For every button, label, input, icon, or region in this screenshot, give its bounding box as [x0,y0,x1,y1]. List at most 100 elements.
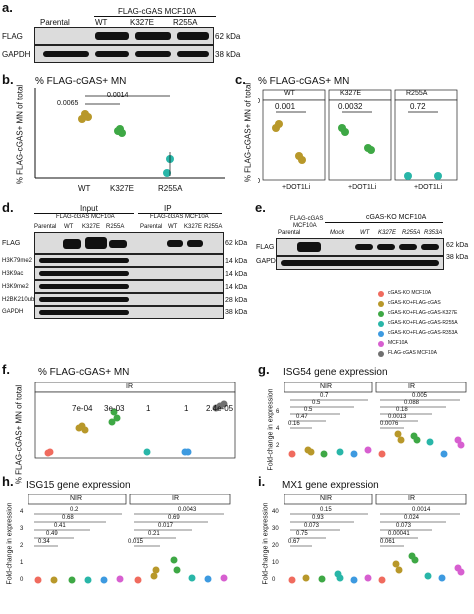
panel-f-plot [30,382,242,462]
kda-label: 14 kDa [225,271,247,278]
input-label: Input [80,204,98,213]
facet-strip: K327E [340,90,361,97]
facet-strip: IR [408,495,415,502]
kda-label: 38 kDa [225,309,247,316]
kda-label: 62 kDa [225,240,247,247]
facet-strip: NIR [320,495,332,502]
lane-label: Parental [278,230,300,236]
ytick: 4 [276,426,279,432]
lane-label: WT [360,230,369,236]
pts-k327e [114,125,126,137]
panel-b-label: b. [2,72,14,87]
pval: 0.024 [404,515,419,521]
pval: 0.7 [320,393,328,399]
kda-label: 14 kDa [225,258,247,265]
pval: 0.16 [288,421,300,427]
pval: 0.0043 [178,507,196,513]
row-label: H3K9ac [2,271,23,277]
lane-label: R255A [106,224,124,230]
lane-label: R255A [173,18,197,27]
ytick: 40 [272,509,279,515]
facet-strip: R255A [406,90,427,97]
xtick: +DOT1Li [348,184,376,191]
pval: 0.0013 [388,414,406,420]
lane-label: WT [168,224,177,230]
kda-label: 62 kDa [446,242,468,249]
pval: 1 [146,404,150,413]
pval: 0.21 [148,531,160,537]
svg-text:80: 80 [258,98,260,105]
pval: 0.72 [410,102,426,111]
pval: 0.34 [38,539,50,545]
pval: 1 [184,404,188,413]
panel-e-header: MCF10A [293,223,317,229]
pval: 0.41 [54,523,66,529]
pval: 7e-04 [72,404,92,413]
row-label: GAPDH [2,309,23,315]
pval: 0.5 [304,407,312,413]
pval: 0.49 [46,531,58,537]
lane-label: Parental [140,224,162,230]
pval: 0.2 [70,507,78,513]
xtick: +DOT1Li [414,184,442,191]
ytick: 3 [20,526,23,532]
panel-c-ylabel: % FLAG-cGAS+ MN of total [244,53,253,213]
ytick: 20 [272,543,279,549]
lane-label: Mock [330,230,344,236]
lane-label: WT [64,224,73,230]
pval: 2.4e-05 [206,404,233,413]
panel-i-plot [284,494,474,588]
xtick: K327E [110,184,134,193]
panel-g-plot [284,382,474,462]
lane-label: R255A [204,224,222,230]
pval: 0.015 [128,539,143,545]
svg-text:0: 0 [258,178,260,185]
kda-label: 62 kDa [215,32,240,41]
pval: 0.00041 [388,531,410,537]
xtick: +DOT1Li [282,184,310,191]
ytick: 2 [20,543,23,549]
pval: 0.68 [62,515,74,521]
lane-label: WT [95,18,107,27]
lane-label: R255A [402,230,420,236]
lane-label: K327E [82,224,100,230]
panel-b-title: % FLAG-cGAS+ MN [35,76,126,87]
panel-a-header: FLAG-cGAS MCF10A [118,7,196,16]
blot-d-h3k79me2 [34,254,224,267]
panel-e-header: cGAS-KO MCF10A [366,214,426,221]
panel-a-header-line [94,16,216,17]
facet-strip: IR [172,495,179,502]
lane-label: K327E [378,230,396,236]
lane-label: R353A [424,230,442,236]
panel-d-label: d. [2,200,14,215]
panel-h-ylabel: Fold-change in expression [7,474,14,614]
row-label: FLAG [2,32,23,41]
blot-d-flag [34,232,224,254]
blot-d-gapdh [34,306,224,319]
pval: 0.0014 [412,507,430,513]
pval: 0.005 [412,393,427,399]
blot-d-h2bk210ub [34,293,224,306]
pval: 0.93 [312,515,324,521]
panel-e-label: e. [255,200,266,215]
pval: 0.073 [304,523,319,529]
panel-g-title: ISG54 gene expression [283,367,388,378]
pval: 0.001 [275,102,295,111]
pval: 0.5 [312,400,320,406]
blot-d-h3k9ac [34,267,224,280]
row-label: FLAG [2,240,20,247]
pval: 0.69 [168,515,180,521]
panel-i-title: MX1 gene expression [282,480,379,491]
lane-label: Parental [34,224,56,230]
ytick: 4 [20,509,23,515]
panel-b-ylabel: % FLAG-cGAS+ MN of total [16,55,25,215]
kda-label: 38 kDa [446,254,468,261]
blot-e-flag [276,238,444,256]
panel-h-title: ISG15 gene expression [26,480,131,491]
blot-d-h3k9me2 [34,280,224,293]
pts-wt [78,110,92,123]
panel-f-ylabel: % FLAG-cGAS+ MN of total [15,360,24,510]
facet-strip: IR [126,383,133,390]
pval: 0.0076 [380,421,398,427]
panel-f-title: % FLAG-cGAS+ MN [38,367,129,378]
